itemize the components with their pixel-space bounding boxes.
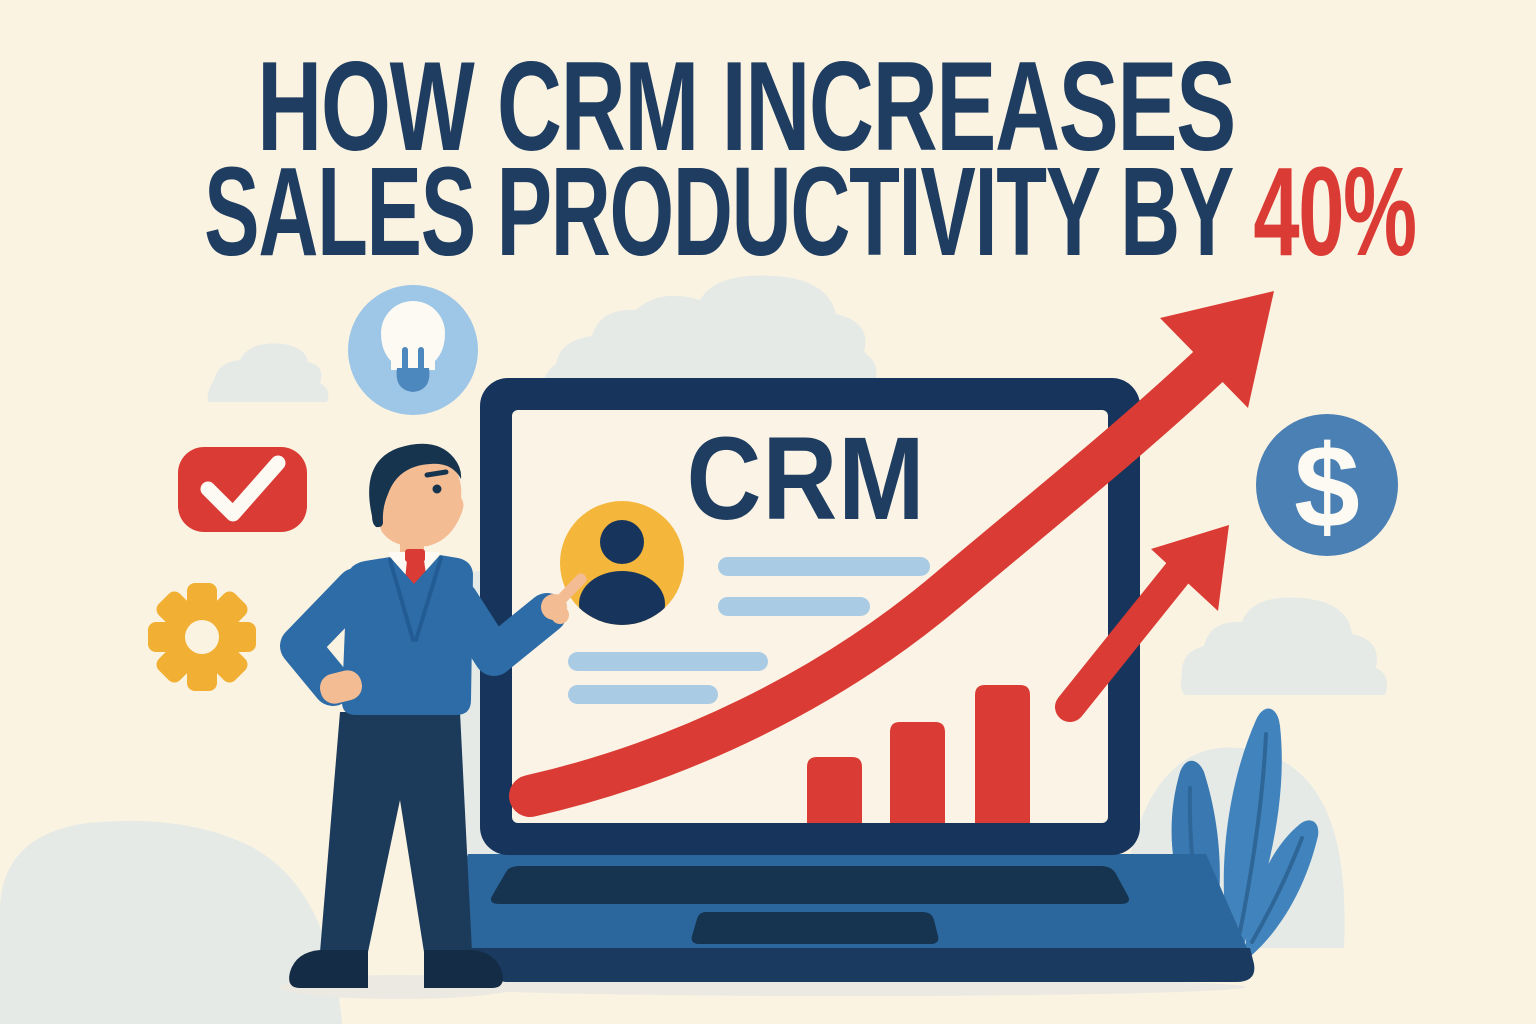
gear-icon bbox=[148, 583, 256, 691]
bar-2 bbox=[890, 722, 945, 823]
dollar-symbol: $ bbox=[1294, 421, 1360, 553]
laptop-trackpad bbox=[691, 912, 939, 944]
businessman bbox=[280, 443, 587, 988]
user-avatar-icon bbox=[560, 501, 684, 625]
left-hand bbox=[319, 670, 363, 704]
laptop bbox=[429, 378, 1255, 982]
poster-title: HOW CRM INCREASES SALES PRODUCTIVITY BY … bbox=[204, 36, 1417, 283]
bar-3 bbox=[975, 685, 1030, 823]
laptop-keyboard bbox=[491, 866, 1129, 904]
title-line-1: HOW CRM INCREASES bbox=[257, 36, 1235, 178]
jacket-lapels bbox=[388, 556, 443, 642]
title-highlight-40pct: 40% bbox=[1253, 141, 1415, 283]
eye bbox=[432, 484, 442, 494]
svg-text:SALES PRODUCTIVITY BY 40%: SALES PRODUCTIVITY BY 40% bbox=[204, 141, 1416, 283]
bar-1 bbox=[807, 757, 862, 823]
cloud-left-small bbox=[207, 343, 329, 402]
screen-content: CRM bbox=[560, 412, 1030, 823]
cloud-center-behind-laptop bbox=[543, 275, 877, 388]
left-arm bbox=[280, 568, 376, 706]
hill-bottom-left bbox=[0, 820, 342, 1024]
growth-arrow-large-icon bbox=[509, 291, 1274, 817]
trousers bbox=[320, 712, 472, 952]
text-placeholder-lines bbox=[568, 557, 930, 704]
dollar-icon: $ bbox=[1256, 414, 1398, 556]
title-line-2-text: SALES PRODUCTIVITY BY bbox=[204, 141, 1253, 283]
hair bbox=[369, 443, 462, 528]
crm-heading: CRM bbox=[686, 412, 925, 545]
eyebrow bbox=[424, 469, 449, 478]
laptop-screen bbox=[512, 410, 1108, 823]
laptop-base-bottom bbox=[429, 948, 1255, 982]
right-shoe bbox=[424, 950, 503, 988]
pointing-hand bbox=[541, 573, 587, 624]
growth-arrow-small-icon bbox=[1055, 525, 1229, 722]
right-arm bbox=[438, 580, 567, 676]
laptop-shadow bbox=[445, 978, 1245, 996]
checkmark-icon bbox=[178, 447, 307, 532]
bar-chart bbox=[807, 685, 1030, 823]
nose bbox=[449, 492, 464, 515]
lightbulb-icon bbox=[348, 285, 478, 415]
left-shoe bbox=[289, 950, 368, 988]
cloud-right-middle bbox=[1180, 597, 1388, 695]
